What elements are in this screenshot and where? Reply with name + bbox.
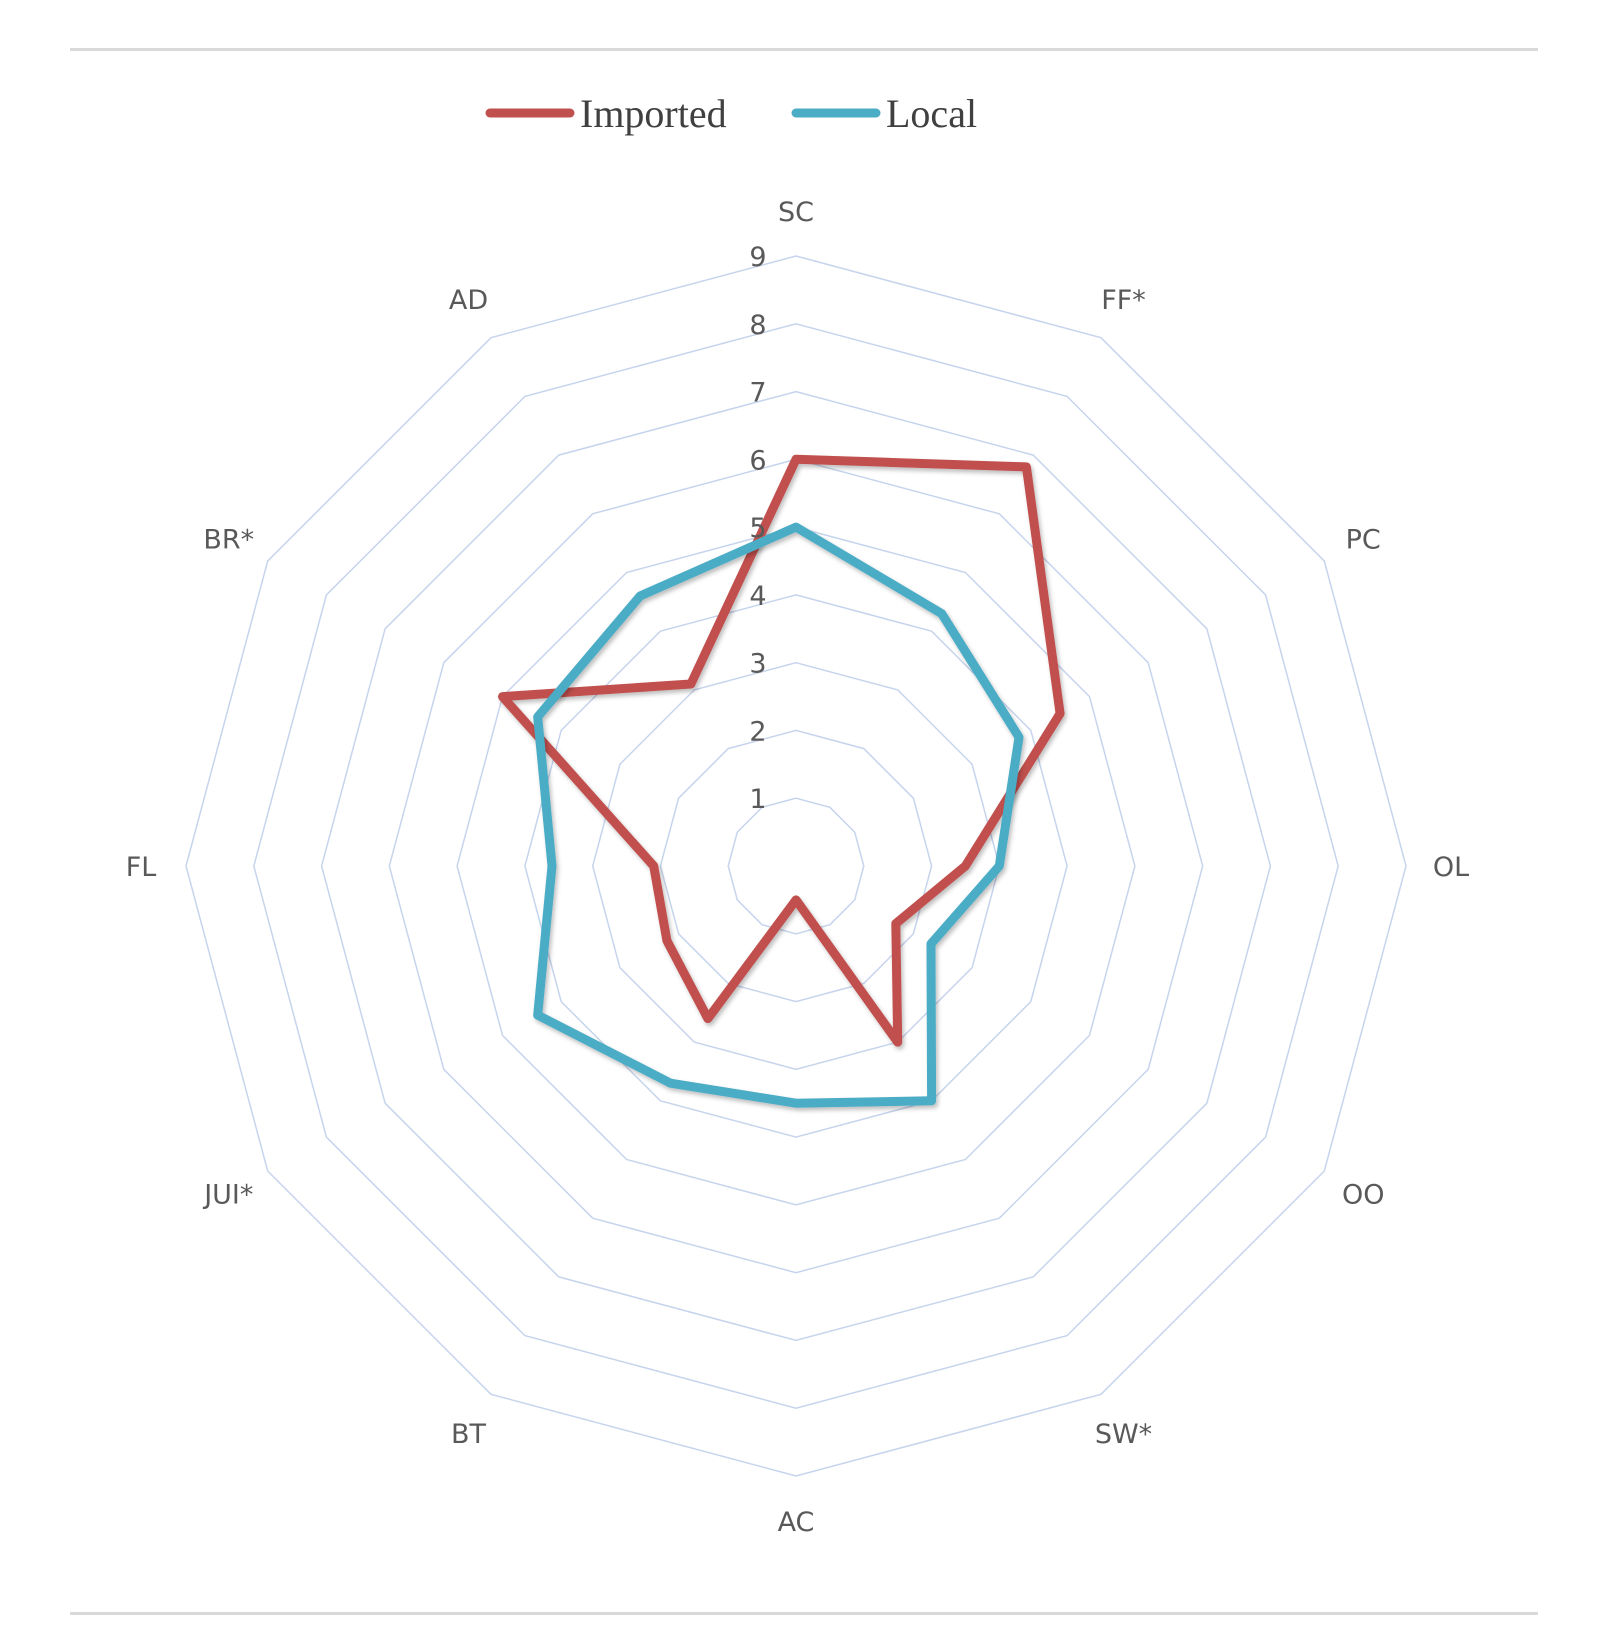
radar-series <box>498 454 1065 1108</box>
category-label: SW* <box>1095 1419 1152 1450</box>
top-divider <box>70 48 1538 51</box>
r-tick-label: 2 <box>749 716 766 747</box>
category-label: FL <box>126 852 157 883</box>
category-labels: SC FF* PC OL OO SW* AC BT JUI* FL BR* AD <box>126 197 1469 1538</box>
grid-ring-7 <box>320 390 1272 1342</box>
r-tick-label: 9 <box>749 242 766 273</box>
legend-label-local: Local <box>886 91 977 136</box>
r-tick-label: 6 <box>749 445 766 476</box>
grid-ring-1 <box>727 797 865 935</box>
r-tick-label: 8 <box>749 310 766 341</box>
r-tick-label: 5 <box>749 513 766 544</box>
category-label: OO <box>1342 1180 1385 1211</box>
radar-grid <box>185 255 1407 1477</box>
grid-ring-4 <box>524 594 1068 1138</box>
grid-ring-8 <box>253 323 1339 1409</box>
category-label: AD <box>449 285 488 316</box>
r-tick-label: 3 <box>749 649 766 680</box>
r-tick-label: 4 <box>749 581 766 612</box>
category-label: AC <box>778 1507 815 1538</box>
category-label: JUI* <box>202 1180 253 1211</box>
r-tick-label: 1 <box>749 784 766 815</box>
legend-label-imported: Imported <box>580 91 727 136</box>
grid-ring-6 <box>388 458 1204 1274</box>
category-label: SC <box>778 197 814 228</box>
r-tick-label: 7 <box>749 378 766 409</box>
grid-ring-2 <box>659 729 933 1003</box>
category-label: BR* <box>203 525 254 556</box>
grid-ring-3 <box>591 661 1001 1071</box>
grid-ring-9 <box>185 255 1407 1477</box>
legend: Imported Local <box>485 91 977 136</box>
series-imported-line <box>498 454 1065 1047</box>
legend-item-local[interactable]: Local <box>791 91 977 136</box>
category-label: PC <box>1346 525 1381 556</box>
bottom-divider <box>70 1612 1538 1615</box>
legend-item-imported[interactable]: Imported <box>485 91 727 136</box>
category-label: FF* <box>1101 285 1146 316</box>
radial-tick-labels: 1 2 3 4 5 6 7 8 9 <box>749 242 766 815</box>
category-label: OL <box>1433 852 1469 883</box>
series-local-line <box>533 522 1024 1108</box>
category-label: BT <box>451 1419 487 1450</box>
